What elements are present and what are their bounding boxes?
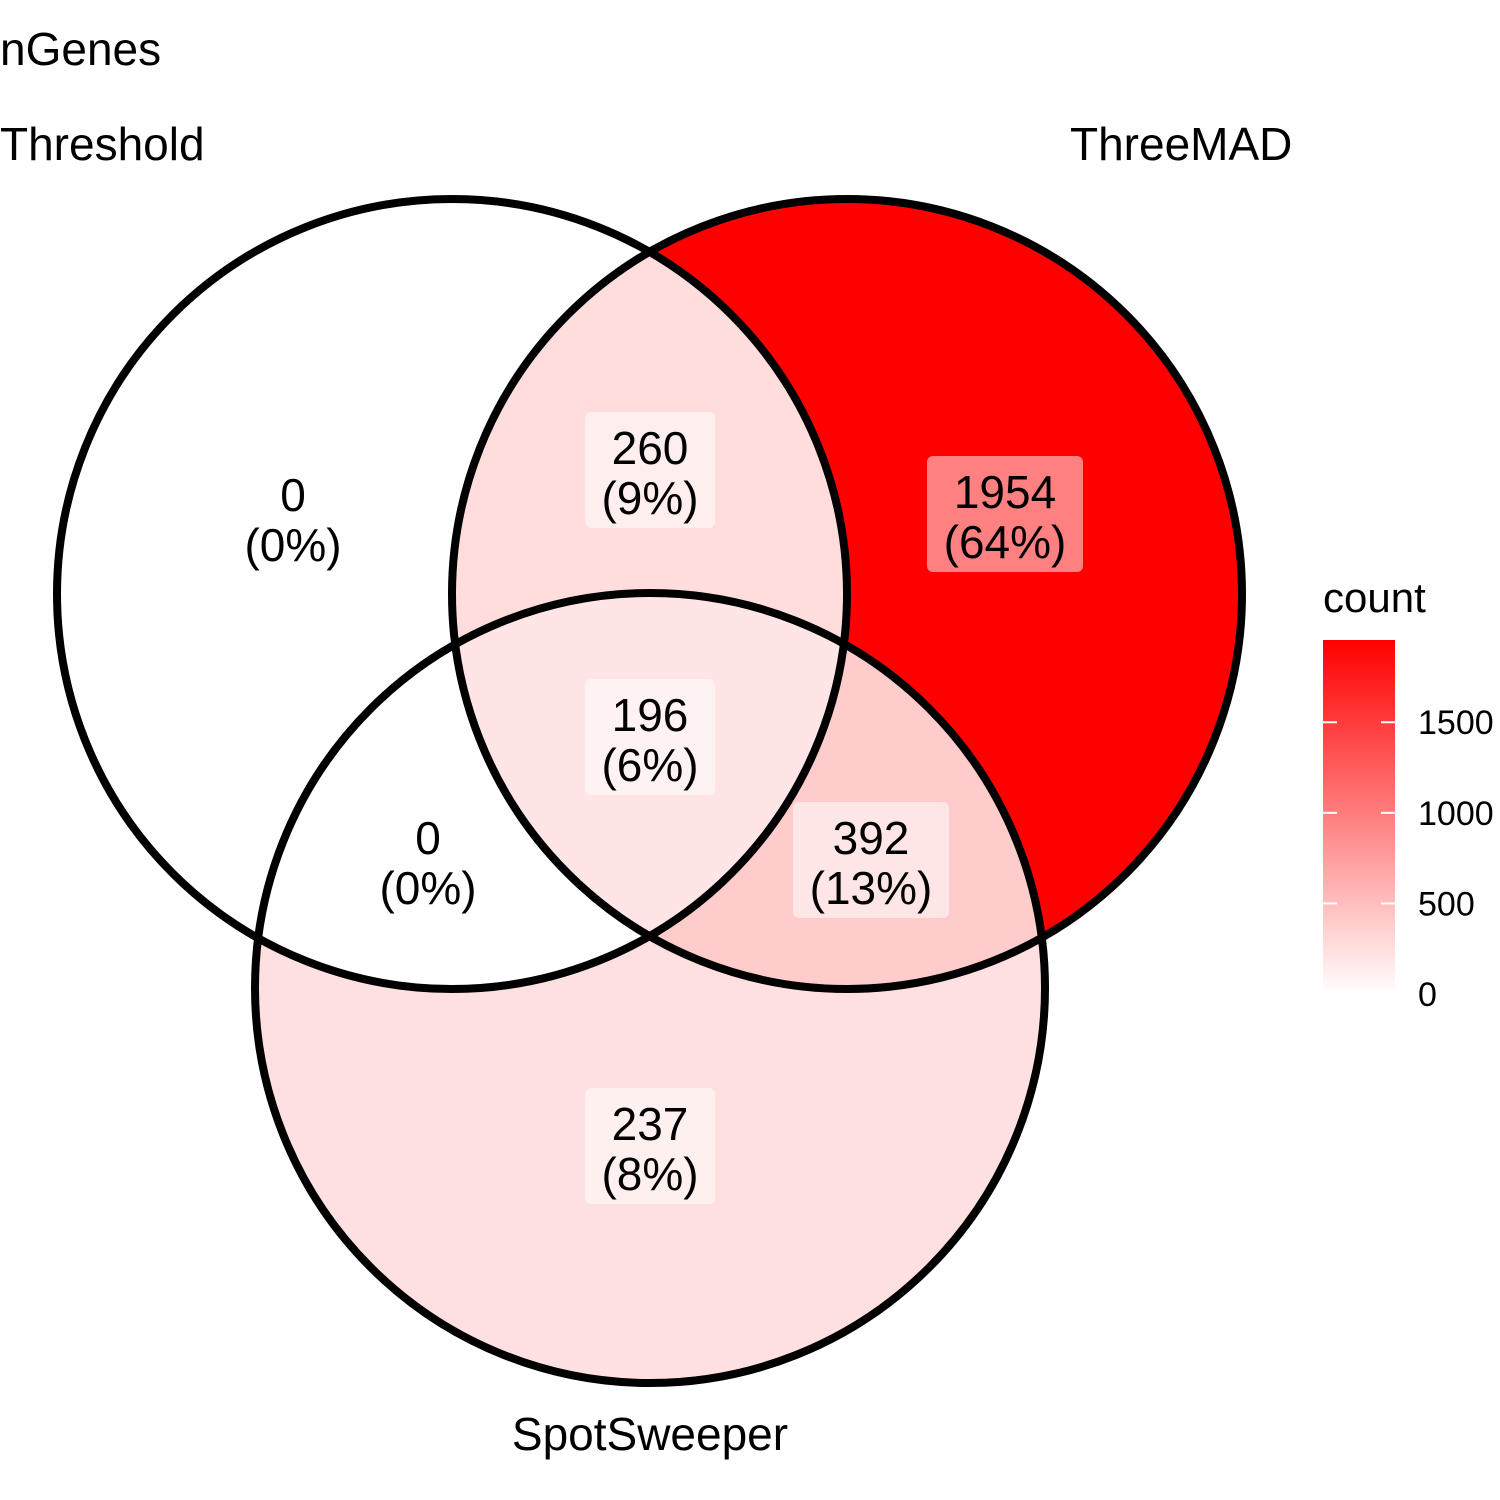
legend: count 0 500 1000 1500 bbox=[1323, 574, 1494, 1014]
region-threshold-label: 0(0%) bbox=[244, 469, 341, 571]
region-threshold-threemad-label-background bbox=[585, 412, 715, 528]
set-label-threshold: Threshold bbox=[0, 118, 205, 170]
chart-title: nGenes bbox=[0, 23, 161, 75]
venn-outlines bbox=[53, 195, 1246, 1387]
region-threshold-threemad-count: 260 bbox=[612, 422, 689, 474]
region-threemad-spotsweeper-label: 392(13%) bbox=[793, 802, 949, 918]
legend-tick-label: 1500 bbox=[1418, 704, 1494, 742]
legend-tick-label: 1000 bbox=[1418, 795, 1494, 833]
region-spotsweeper-count: 237 bbox=[612, 1098, 689, 1150]
region-threemad-count: 1954 bbox=[954, 466, 1056, 518]
region-threshold-threemad-spotsweeper-count: 196 bbox=[612, 689, 689, 741]
set-circle-spotsweeper bbox=[251, 589, 1049, 1387]
region-threshold-threemad-percent: (9%) bbox=[601, 472, 698, 524]
set-circle-threemad bbox=[448, 195, 1246, 993]
title-area: nGenes Threshold ThreeMAD bbox=[0, 23, 1292, 170]
region-threshold-spotsweeper-label: 0(0%) bbox=[379, 812, 476, 914]
set-label-spotsweeper: SpotSweeper bbox=[512, 1408, 788, 1460]
venn-region-labels: 0(0%)260(9%) 1954(64%)196(6%)0(0%)392(13%… bbox=[244, 412, 1083, 1204]
set-circle-threshold bbox=[53, 195, 851, 993]
region-threshold-threemad-spotsweeper-percent: (6%) bbox=[601, 739, 698, 791]
legend-tick-label: 0 bbox=[1418, 976, 1437, 1014]
legend-ticks: 0 500 1000 1500 bbox=[1323, 704, 1494, 1014]
legend-colorbar bbox=[1323, 640, 1395, 994]
region-threshold-threemad-label: 260(9%) bbox=[585, 412, 715, 528]
region-threshold-threemad-spotsweeper-label: 196(6%) bbox=[585, 679, 715, 795]
set-label-threemad: ThreeMAD bbox=[1070, 118, 1292, 170]
region-threemad-spotsweeper-count: 392 bbox=[833, 812, 910, 864]
region-threemad-spotsweeper-percent: (13%) bbox=[810, 862, 933, 914]
legend-title: count bbox=[1323, 574, 1426, 621]
region-threshold-spotsweeper-percent: (0%) bbox=[379, 862, 476, 914]
region-threemad-label: 1954(64%) bbox=[927, 456, 1083, 572]
region-threshold-count: 0 bbox=[280, 469, 306, 521]
region-threemad-percent: (64%) bbox=[944, 516, 1067, 568]
region-threemad-label-background bbox=[927, 456, 1083, 572]
region-threshold-spotsweeper-count: 0 bbox=[415, 812, 441, 864]
region-spotsweeper-label: 237(8%) bbox=[585, 1088, 715, 1204]
region-threshold-threemad-spotsweeper-label-background bbox=[585, 679, 715, 795]
region-spotsweeper-percent: (8%) bbox=[601, 1148, 698, 1200]
region-threshold-percent: (0%) bbox=[244, 519, 341, 571]
region-threemad-spotsweeper-label-background bbox=[793, 802, 949, 918]
region-spotsweeper-label-background bbox=[585, 1088, 715, 1204]
legend-tick-label: 500 bbox=[1418, 885, 1475, 923]
